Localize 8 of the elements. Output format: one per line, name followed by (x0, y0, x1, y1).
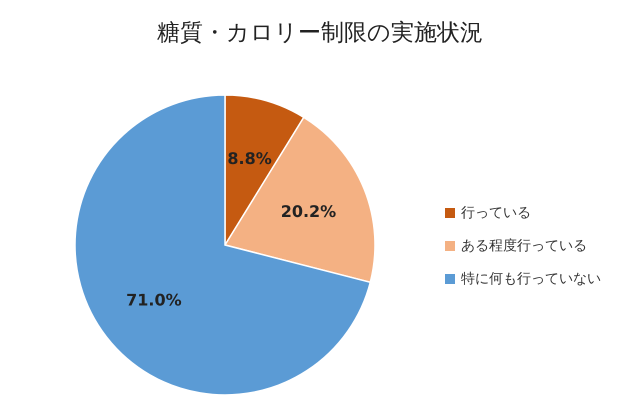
legend-label: ある程度行っている (461, 238, 587, 254)
chart-title: 糖質・カロリー制限の実施状況 (157, 20, 483, 46)
data-label: 71.0% (126, 290, 182, 310)
legend-label: 特に何も行っていない (461, 271, 601, 287)
pie-slice (74, 94, 372, 396)
data-label: 8.8% (227, 148, 272, 168)
legend-label: 行っている (461, 205, 531, 221)
data-label: 20.2% (280, 202, 336, 221)
